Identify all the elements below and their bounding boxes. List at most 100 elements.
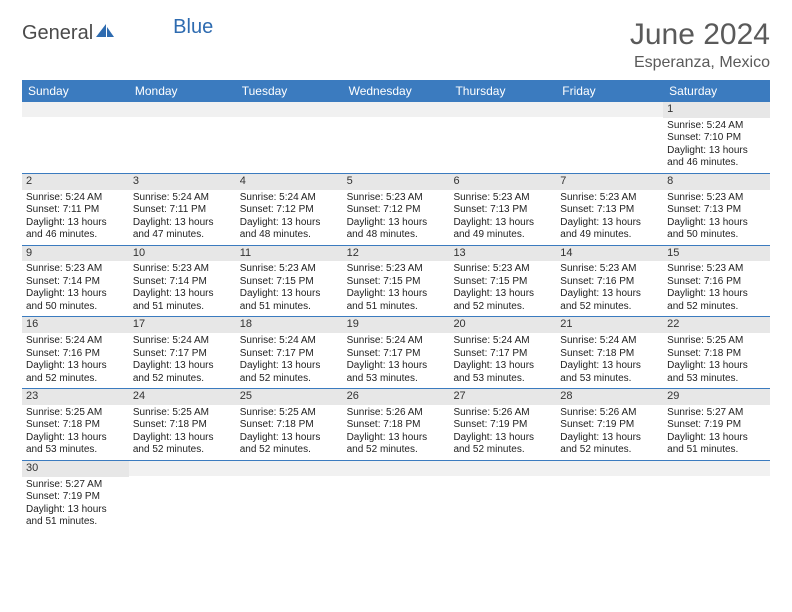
- day-header: Friday: [556, 80, 663, 102]
- date-number: [449, 461, 556, 476]
- daylight2-text: and 52 minutes.: [453, 444, 552, 457]
- sunset-text: Sunset: 7:12 PM: [347, 204, 446, 217]
- week-row: 1Sunrise: 5:24 AMSunset: 7:10 PMDaylight…: [22, 102, 770, 174]
- day-cell: 11Sunrise: 5:23 AMSunset: 7:15 PMDayligh…: [236, 246, 343, 317]
- sunrise-text: Sunrise: 5:23 AM: [560, 263, 659, 276]
- daylight1-text: Daylight: 13 hours: [240, 432, 339, 445]
- daylight2-text: and 52 minutes.: [667, 301, 766, 314]
- weeks-container: 1Sunrise: 5:24 AMSunset: 7:10 PMDaylight…: [22, 102, 770, 532]
- day-cell: 2Sunrise: 5:24 AMSunset: 7:11 PMDaylight…: [22, 174, 129, 245]
- sunrise-text: Sunrise: 5:25 AM: [133, 407, 232, 420]
- daylight1-text: Daylight: 13 hours: [560, 217, 659, 230]
- sunrise-text: Sunrise: 5:24 AM: [240, 335, 339, 348]
- day-cell: 17Sunrise: 5:24 AMSunset: 7:17 PMDayligh…: [129, 317, 236, 388]
- daylight1-text: Daylight: 13 hours: [347, 217, 446, 230]
- sunrise-text: Sunrise: 5:24 AM: [26, 192, 125, 205]
- sunrise-text: Sunrise: 5:23 AM: [453, 263, 552, 276]
- sunrise-text: Sunrise: 5:23 AM: [453, 192, 552, 205]
- date-number: 23: [22, 389, 129, 405]
- daylight2-text: and 53 minutes.: [347, 373, 446, 386]
- daylight2-text: and 46 minutes.: [26, 229, 125, 242]
- sunrise-text: Sunrise: 5:23 AM: [347, 263, 446, 276]
- date-number: [236, 461, 343, 476]
- sunset-text: Sunset: 7:11 PM: [26, 204, 125, 217]
- day-cell: 24Sunrise: 5:25 AMSunset: 7:18 PMDayligh…: [129, 389, 236, 460]
- date-number: 3: [129, 174, 236, 190]
- sunset-text: Sunset: 7:17 PM: [240, 348, 339, 361]
- week-row: 9Sunrise: 5:23 AMSunset: 7:14 PMDaylight…: [22, 246, 770, 318]
- day-cell: 16Sunrise: 5:24 AMSunset: 7:16 PMDayligh…: [22, 317, 129, 388]
- sunset-text: Sunset: 7:16 PM: [26, 348, 125, 361]
- sunrise-text: Sunrise: 5:24 AM: [560, 335, 659, 348]
- daylight1-text: Daylight: 13 hours: [133, 217, 232, 230]
- week-row: 23Sunrise: 5:25 AMSunset: 7:18 PMDayligh…: [22, 389, 770, 461]
- day-cell: 30Sunrise: 5:27 AMSunset: 7:19 PMDayligh…: [22, 461, 129, 532]
- daylight1-text: Daylight: 13 hours: [347, 360, 446, 373]
- day-cell: [556, 102, 663, 173]
- date-number: 20: [449, 317, 556, 333]
- sunrise-text: Sunrise: 5:23 AM: [667, 192, 766, 205]
- daylight2-text: and 53 minutes.: [560, 373, 659, 386]
- day-cell: 20Sunrise: 5:24 AMSunset: 7:17 PMDayligh…: [449, 317, 556, 388]
- daylight1-text: Daylight: 13 hours: [453, 432, 552, 445]
- day-cell: 18Sunrise: 5:24 AMSunset: 7:17 PMDayligh…: [236, 317, 343, 388]
- daylight1-text: Daylight: 13 hours: [667, 432, 766, 445]
- day-cell: 5Sunrise: 5:23 AMSunset: 7:12 PMDaylight…: [343, 174, 450, 245]
- day-cell: 10Sunrise: 5:23 AMSunset: 7:14 PMDayligh…: [129, 246, 236, 317]
- sunrise-text: Sunrise: 5:26 AM: [560, 407, 659, 420]
- sunset-text: Sunset: 7:18 PM: [240, 419, 339, 432]
- sunrise-text: Sunrise: 5:25 AM: [667, 335, 766, 348]
- brand-logo: General Blue: [22, 22, 213, 45]
- sunset-text: Sunset: 7:19 PM: [560, 419, 659, 432]
- day-cell: [236, 461, 343, 532]
- sunset-text: Sunset: 7:14 PM: [133, 276, 232, 289]
- date-number: [129, 461, 236, 476]
- date-number: 1: [663, 102, 770, 118]
- day-cell: 21Sunrise: 5:24 AMSunset: 7:18 PMDayligh…: [556, 317, 663, 388]
- daylight1-text: Daylight: 13 hours: [26, 217, 125, 230]
- day-cell: [343, 102, 450, 173]
- sunset-text: Sunset: 7:10 PM: [667, 132, 766, 145]
- week-row: 16Sunrise: 5:24 AMSunset: 7:16 PMDayligh…: [22, 317, 770, 389]
- day-cell: 6Sunrise: 5:23 AMSunset: 7:13 PMDaylight…: [449, 174, 556, 245]
- date-number: [22, 102, 129, 117]
- day-cell: [663, 461, 770, 532]
- location-label: Esperanza, Mexico: [630, 54, 770, 72]
- sunset-text: Sunset: 7:14 PM: [26, 276, 125, 289]
- date-number: 13: [449, 246, 556, 262]
- daylight2-text: and 48 minutes.: [347, 229, 446, 242]
- day-header: Tuesday: [236, 80, 343, 102]
- daylight1-text: Daylight: 13 hours: [26, 360, 125, 373]
- day-cell: 23Sunrise: 5:25 AMSunset: 7:18 PMDayligh…: [22, 389, 129, 460]
- day-cell: 1Sunrise: 5:24 AMSunset: 7:10 PMDaylight…: [663, 102, 770, 173]
- daylight2-text: and 52 minutes.: [560, 301, 659, 314]
- daylight1-text: Daylight: 13 hours: [240, 217, 339, 230]
- sunrise-text: Sunrise: 5:23 AM: [26, 263, 125, 276]
- date-number: 22: [663, 317, 770, 333]
- date-number: 24: [129, 389, 236, 405]
- day-cell: 8Sunrise: 5:23 AMSunset: 7:13 PMDaylight…: [663, 174, 770, 245]
- sunrise-text: Sunrise: 5:23 AM: [133, 263, 232, 276]
- sunrise-text: Sunrise: 5:24 AM: [667, 120, 766, 133]
- day-header: Monday: [129, 80, 236, 102]
- daylight1-text: Daylight: 13 hours: [26, 432, 125, 445]
- sunset-text: Sunset: 7:16 PM: [667, 276, 766, 289]
- day-cell: [129, 102, 236, 173]
- day-cell: [22, 102, 129, 173]
- date-number: 5: [343, 174, 450, 190]
- day-header: Wednesday: [343, 80, 450, 102]
- daylight2-text: and 53 minutes.: [453, 373, 552, 386]
- sunrise-text: Sunrise: 5:23 AM: [240, 263, 339, 276]
- daylight2-text: and 51 minutes.: [240, 301, 339, 314]
- date-number: [556, 102, 663, 117]
- daylight1-text: Daylight: 13 hours: [347, 288, 446, 301]
- daylight1-text: Daylight: 13 hours: [133, 360, 232, 373]
- daylight1-text: Daylight: 13 hours: [453, 360, 552, 373]
- sunset-text: Sunset: 7:13 PM: [560, 204, 659, 217]
- day-cell: 13Sunrise: 5:23 AMSunset: 7:15 PMDayligh…: [449, 246, 556, 317]
- sunset-text: Sunset: 7:13 PM: [667, 204, 766, 217]
- logo-word-1: General: [22, 22, 93, 45]
- sunset-text: Sunset: 7:18 PM: [26, 419, 125, 432]
- sunset-text: Sunset: 7:19 PM: [26, 491, 125, 504]
- day-cell: 9Sunrise: 5:23 AMSunset: 7:14 PMDaylight…: [22, 246, 129, 317]
